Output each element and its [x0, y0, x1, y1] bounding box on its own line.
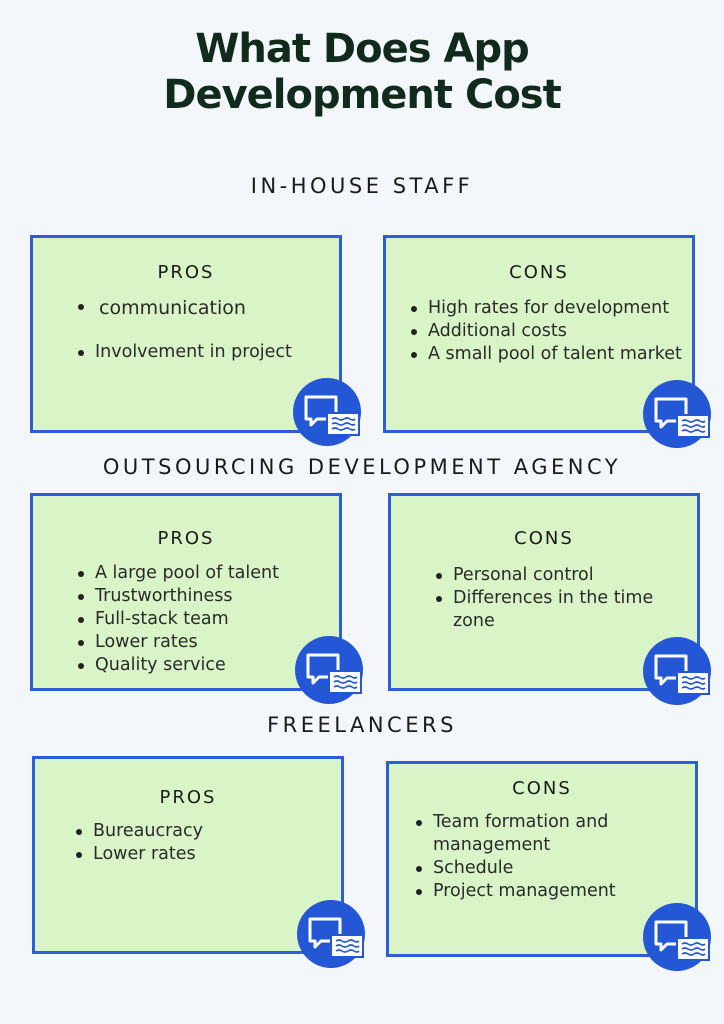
section-heading-in-house: IN-HOUSE STAFF [250, 174, 474, 198]
list-item: High rates for development [410, 297, 695, 320]
chat-bubbles-icon [643, 380, 711, 448]
list-item: Bureaucracy [75, 820, 335, 843]
list-item: A small pool of talent market [410, 343, 695, 366]
list-item: Additional costs [410, 320, 695, 343]
list-item: communication [77, 295, 337, 321]
section-heading-freelancers: FREELANCERS [267, 713, 457, 737]
chat-bubbles-icon [643, 637, 711, 705]
in-house-pros-card: PROS communication Involvement in projec… [30, 235, 342, 433]
pros-heading: PROS [159, 787, 217, 808]
list-item: Lower rates [75, 843, 335, 866]
cons-list: Personal control Differences in the time… [435, 564, 680, 633]
pros-list: communication Involvement in project [77, 295, 337, 364]
chat-bubbles-icon [297, 900, 365, 968]
cons-list: High rates for development Additional co… [410, 297, 695, 366]
cons-heading: CONS [509, 262, 569, 283]
chat-bubbles-icon [643, 903, 711, 971]
list-item: Involvement in project [77, 341, 337, 364]
pros-heading: PROS [157, 262, 215, 283]
freelancers-pros-card: PROS Bureaucracy Lower rates [32, 756, 344, 954]
in-house-cons-card: CONS High rates for development Addition… [383, 235, 695, 433]
list-item: Differences in the time zone [435, 587, 680, 633]
cons-list: Team formation and management Schedule P… [415, 811, 635, 903]
list-item: Schedule [415, 857, 635, 880]
list-item: Trustworthiness [77, 585, 337, 608]
pros-heading: PROS [157, 528, 215, 549]
list-item: Project management [415, 880, 635, 903]
section-heading-outsourcing: OUTSOURCING DEVELOPMENT AGENCY [102, 455, 622, 479]
pros-list: A large pool of talent Trustworthiness F… [77, 562, 337, 677]
list-item: Personal control [435, 564, 680, 587]
title-line-1: What Does App [195, 26, 529, 72]
outsourcing-pros-card: PROS A large pool of talent Trustworthin… [30, 493, 342, 691]
list-item: Team formation and management [415, 811, 635, 857]
page-title: What Does App Development Cost [0, 26, 724, 118]
cons-heading: CONS [512, 778, 572, 799]
pros-list: Bureaucracy Lower rates [75, 820, 335, 866]
list-item: Lower rates [77, 631, 337, 654]
chat-bubbles-icon [293, 378, 361, 446]
list-item: Full-stack team [77, 608, 337, 631]
list-item: A large pool of talent [77, 562, 337, 585]
list-item: Quality service [77, 654, 337, 677]
chat-bubbles-icon [295, 636, 363, 704]
title-line-2: Development Cost [163, 72, 561, 118]
cons-heading: CONS [514, 528, 574, 549]
